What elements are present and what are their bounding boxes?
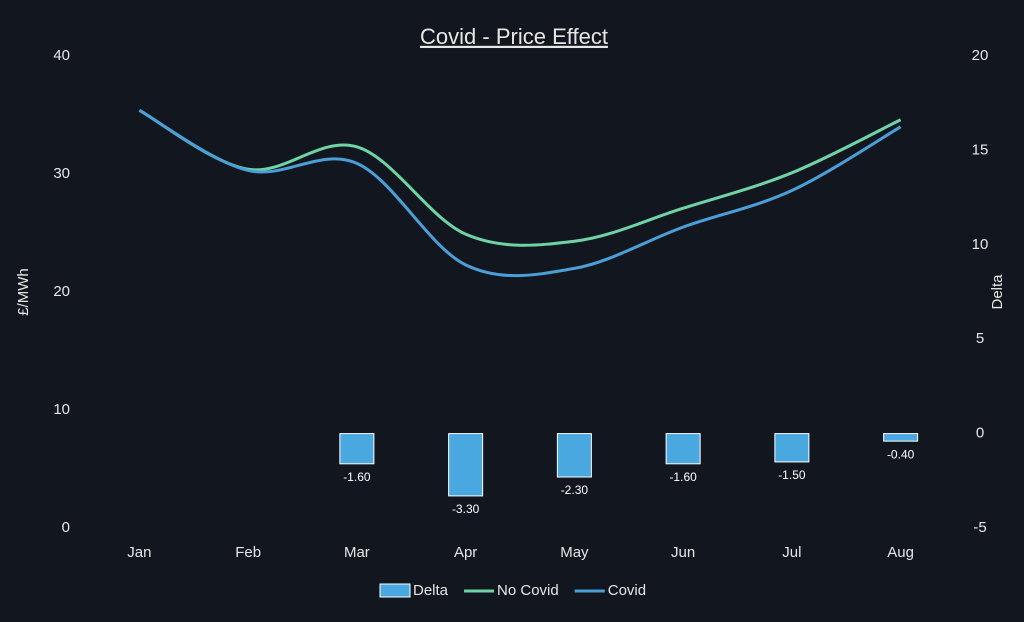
- x-tick-label: Mar: [344, 544, 370, 561]
- data-label: -2.30: [561, 483, 589, 497]
- y2-tick-label: 20: [972, 47, 989, 64]
- x-tick-label: May: [560, 544, 589, 561]
- bar: [665, 433, 701, 465]
- legend-label: Delta: [413, 582, 449, 599]
- line: [138, 108, 902, 247]
- data-label: -1.50: [778, 468, 806, 482]
- bar: [448, 433, 484, 497]
- chart-title: Covid - Price Effect: [420, 24, 608, 49]
- bar: [556, 433, 592, 478]
- y2-tick-label: -5: [973, 519, 986, 536]
- y2-tick-label: 5: [976, 330, 984, 347]
- y2-tick-label: 15: [972, 141, 989, 158]
- y-tick-label: 20: [53, 283, 70, 300]
- bar: [339, 433, 375, 465]
- bar: [774, 433, 810, 463]
- data-label: -0.40: [887, 447, 915, 461]
- legend-swatch: [379, 583, 411, 598]
- x-tick-label: Jan: [127, 544, 151, 561]
- legend-label: Covid: [608, 582, 646, 599]
- y2-axis-label: Delta: [989, 274, 1006, 310]
- y2-tick-label: 10: [972, 236, 989, 253]
- y-axis-label: £/MWh: [15, 268, 32, 316]
- y-tick-label: 40: [53, 47, 70, 64]
- y-tick-label: 0: [62, 519, 70, 536]
- x-tick-label: Aug: [887, 544, 914, 561]
- data-label: -1.60: [343, 470, 371, 484]
- x-tick-label: Apr: [454, 544, 477, 561]
- legend-label: No Covid: [497, 582, 559, 599]
- bar: [883, 433, 919, 442]
- x-tick-label: Jun: [671, 544, 695, 561]
- data-label: -3.30: [452, 502, 480, 516]
- x-tick-label: Feb: [235, 544, 261, 561]
- x-tick-label: Jul: [782, 544, 801, 561]
- y-tick-label: 10: [53, 401, 70, 418]
- y-tick-label: 30: [53, 165, 70, 182]
- line: [138, 108, 902, 278]
- data-label: -1.60: [669, 470, 697, 484]
- y2-tick-label: 0: [976, 425, 984, 442]
